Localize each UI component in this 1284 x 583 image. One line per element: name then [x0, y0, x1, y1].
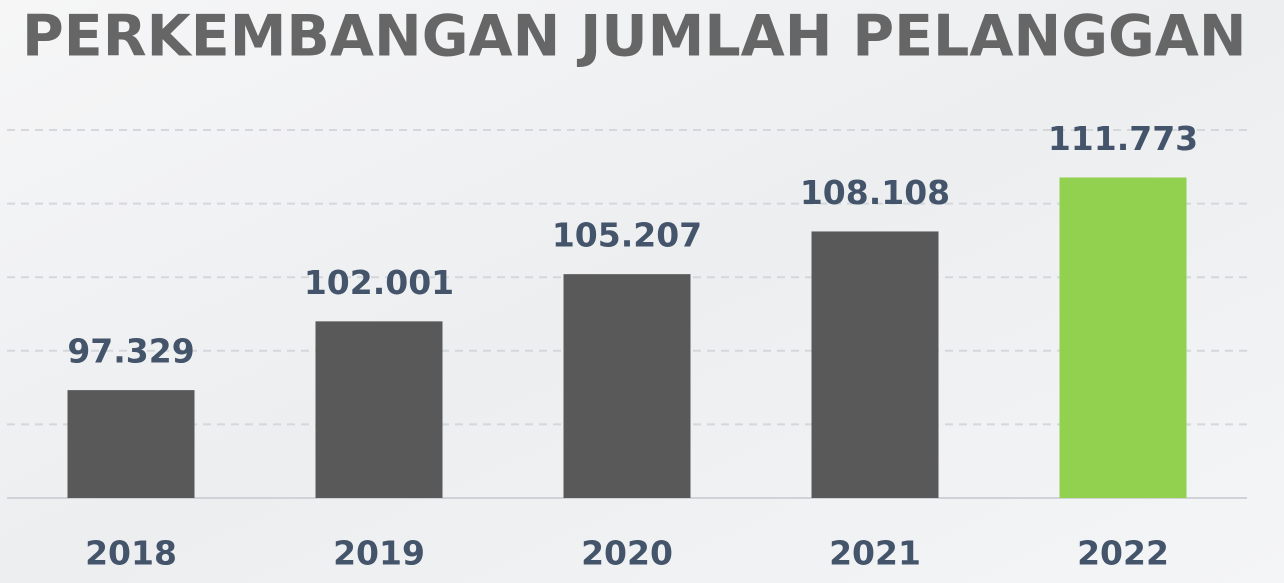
value-label: 105.207 [552, 216, 702, 255]
bar [67, 390, 195, 498]
value-label: 102.001 [304, 263, 454, 302]
bar [1059, 177, 1187, 498]
value-label: 108.108 [800, 173, 950, 212]
chart-title: PERKEMBANGAN JUMLAH PELANGGAN [22, 4, 1247, 70]
bar [315, 321, 443, 498]
value-label: 97.329 [67, 332, 194, 371]
value-label: 111.773 [1048, 119, 1198, 158]
bar [811, 231, 939, 498]
bar [563, 274, 691, 498]
x-tick-label: 2019 [333, 534, 425, 573]
x-tick-label: 2020 [581, 534, 673, 573]
x-tick-label: 2021 [829, 534, 921, 573]
x-tick-label: 2022 [1077, 534, 1169, 573]
x-tick-label: 2018 [85, 534, 177, 573]
